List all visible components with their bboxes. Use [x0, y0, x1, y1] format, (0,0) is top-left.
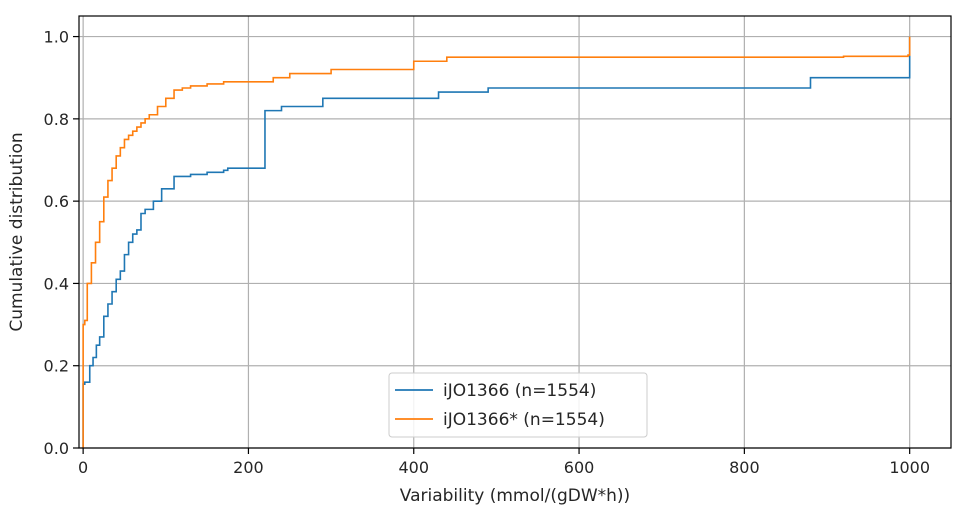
x-tick-label: 800 — [729, 458, 760, 477]
tick-marks-and-labels: 0 200 400 600 800 1000 0.0 0.2 0.4 0.6 0.8 1.0 — [44, 28, 930, 477]
y-tick-label: 0.8 — [44, 110, 69, 129]
y-tick-label: 0.2 — [44, 357, 69, 376]
series-layer — [82, 36, 911, 448]
x-tick-label: 200 — [233, 458, 264, 477]
x-tick-label: 400 — [398, 458, 429, 477]
series-line-1 — [82, 36, 911, 448]
legend-label-ijo1366-star: iJO1366* (n=1554) — [443, 410, 605, 430]
legend-label-ijo1366: iJO1366 (n=1554) — [443, 381, 596, 401]
y-tick-label: 1.0 — [44, 28, 69, 47]
y-tick-label: 0.4 — [44, 274, 69, 293]
x-tick-label: 600 — [564, 458, 595, 477]
x-tick-label: 1000 — [889, 458, 930, 477]
series-line-0 — [82, 36, 911, 448]
y-tick-label: 0.0 — [44, 439, 69, 458]
axes-frame — [78, 15, 952, 449]
legend-box — [388, 372, 648, 438]
legend: iJO1366 (n=1554) iJO1366* (n=1554) — [388, 372, 648, 438]
y-axis-label: Cumulative distribution — [7, 132, 27, 331]
x-tick-label: 0 — [78, 458, 88, 477]
x-axis-label: Variability (mmol/(gDW*h)) — [400, 486, 630, 505]
axes — [78, 15, 952, 449]
y-tick-label: 0.6 — [44, 192, 69, 211]
